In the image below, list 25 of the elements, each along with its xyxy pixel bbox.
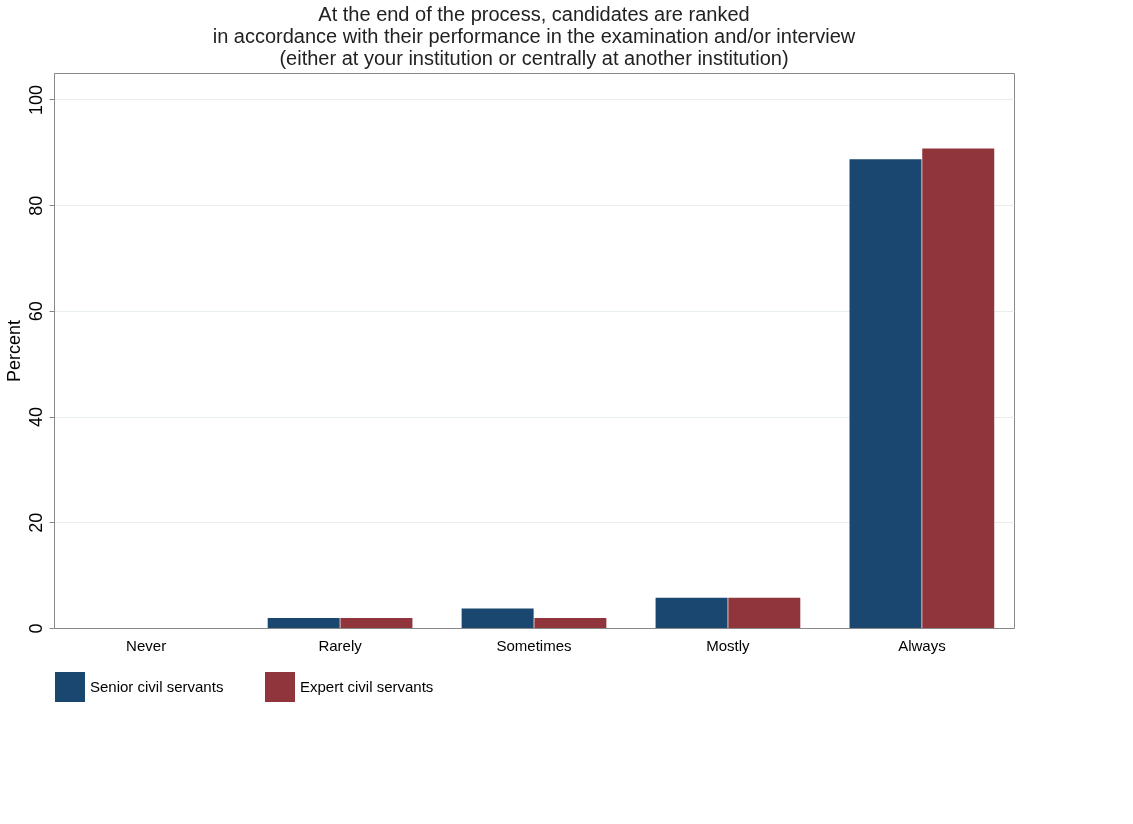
bar [461,608,534,628]
y-axis-title: Percent [3,319,24,383]
legend-label: Senior civil servants [90,678,224,695]
y-tick-label: 0 [25,623,46,634]
x-tick-label: Never [126,636,167,654]
bar [340,617,413,628]
x-tick-label: Mostly [706,636,751,654]
y-tick-label: 100 [25,84,46,115]
text: in accordance with their performance in the examination and/or interview [212,25,856,47]
legend-label: Expert civil servants [300,678,434,695]
y-tick-label: 80 [25,195,46,216]
x-tick-label: Sometimes [496,636,572,654]
y-tick-label: 20 [25,512,46,533]
bar [728,597,801,628]
bar [534,617,607,628]
bar [267,617,340,628]
bar [655,597,728,628]
x-tick-label: Always [898,636,946,654]
text: (either at your institution or centrally at another institution) [279,47,789,69]
text: At the end of the process, candidates are ranked [318,3,750,25]
y-tick-label: 60 [25,301,46,322]
bar [849,159,922,628]
x-tick-label: Rarely [318,636,363,654]
y-tick-label: 40 [25,407,46,428]
bar [922,148,995,628]
